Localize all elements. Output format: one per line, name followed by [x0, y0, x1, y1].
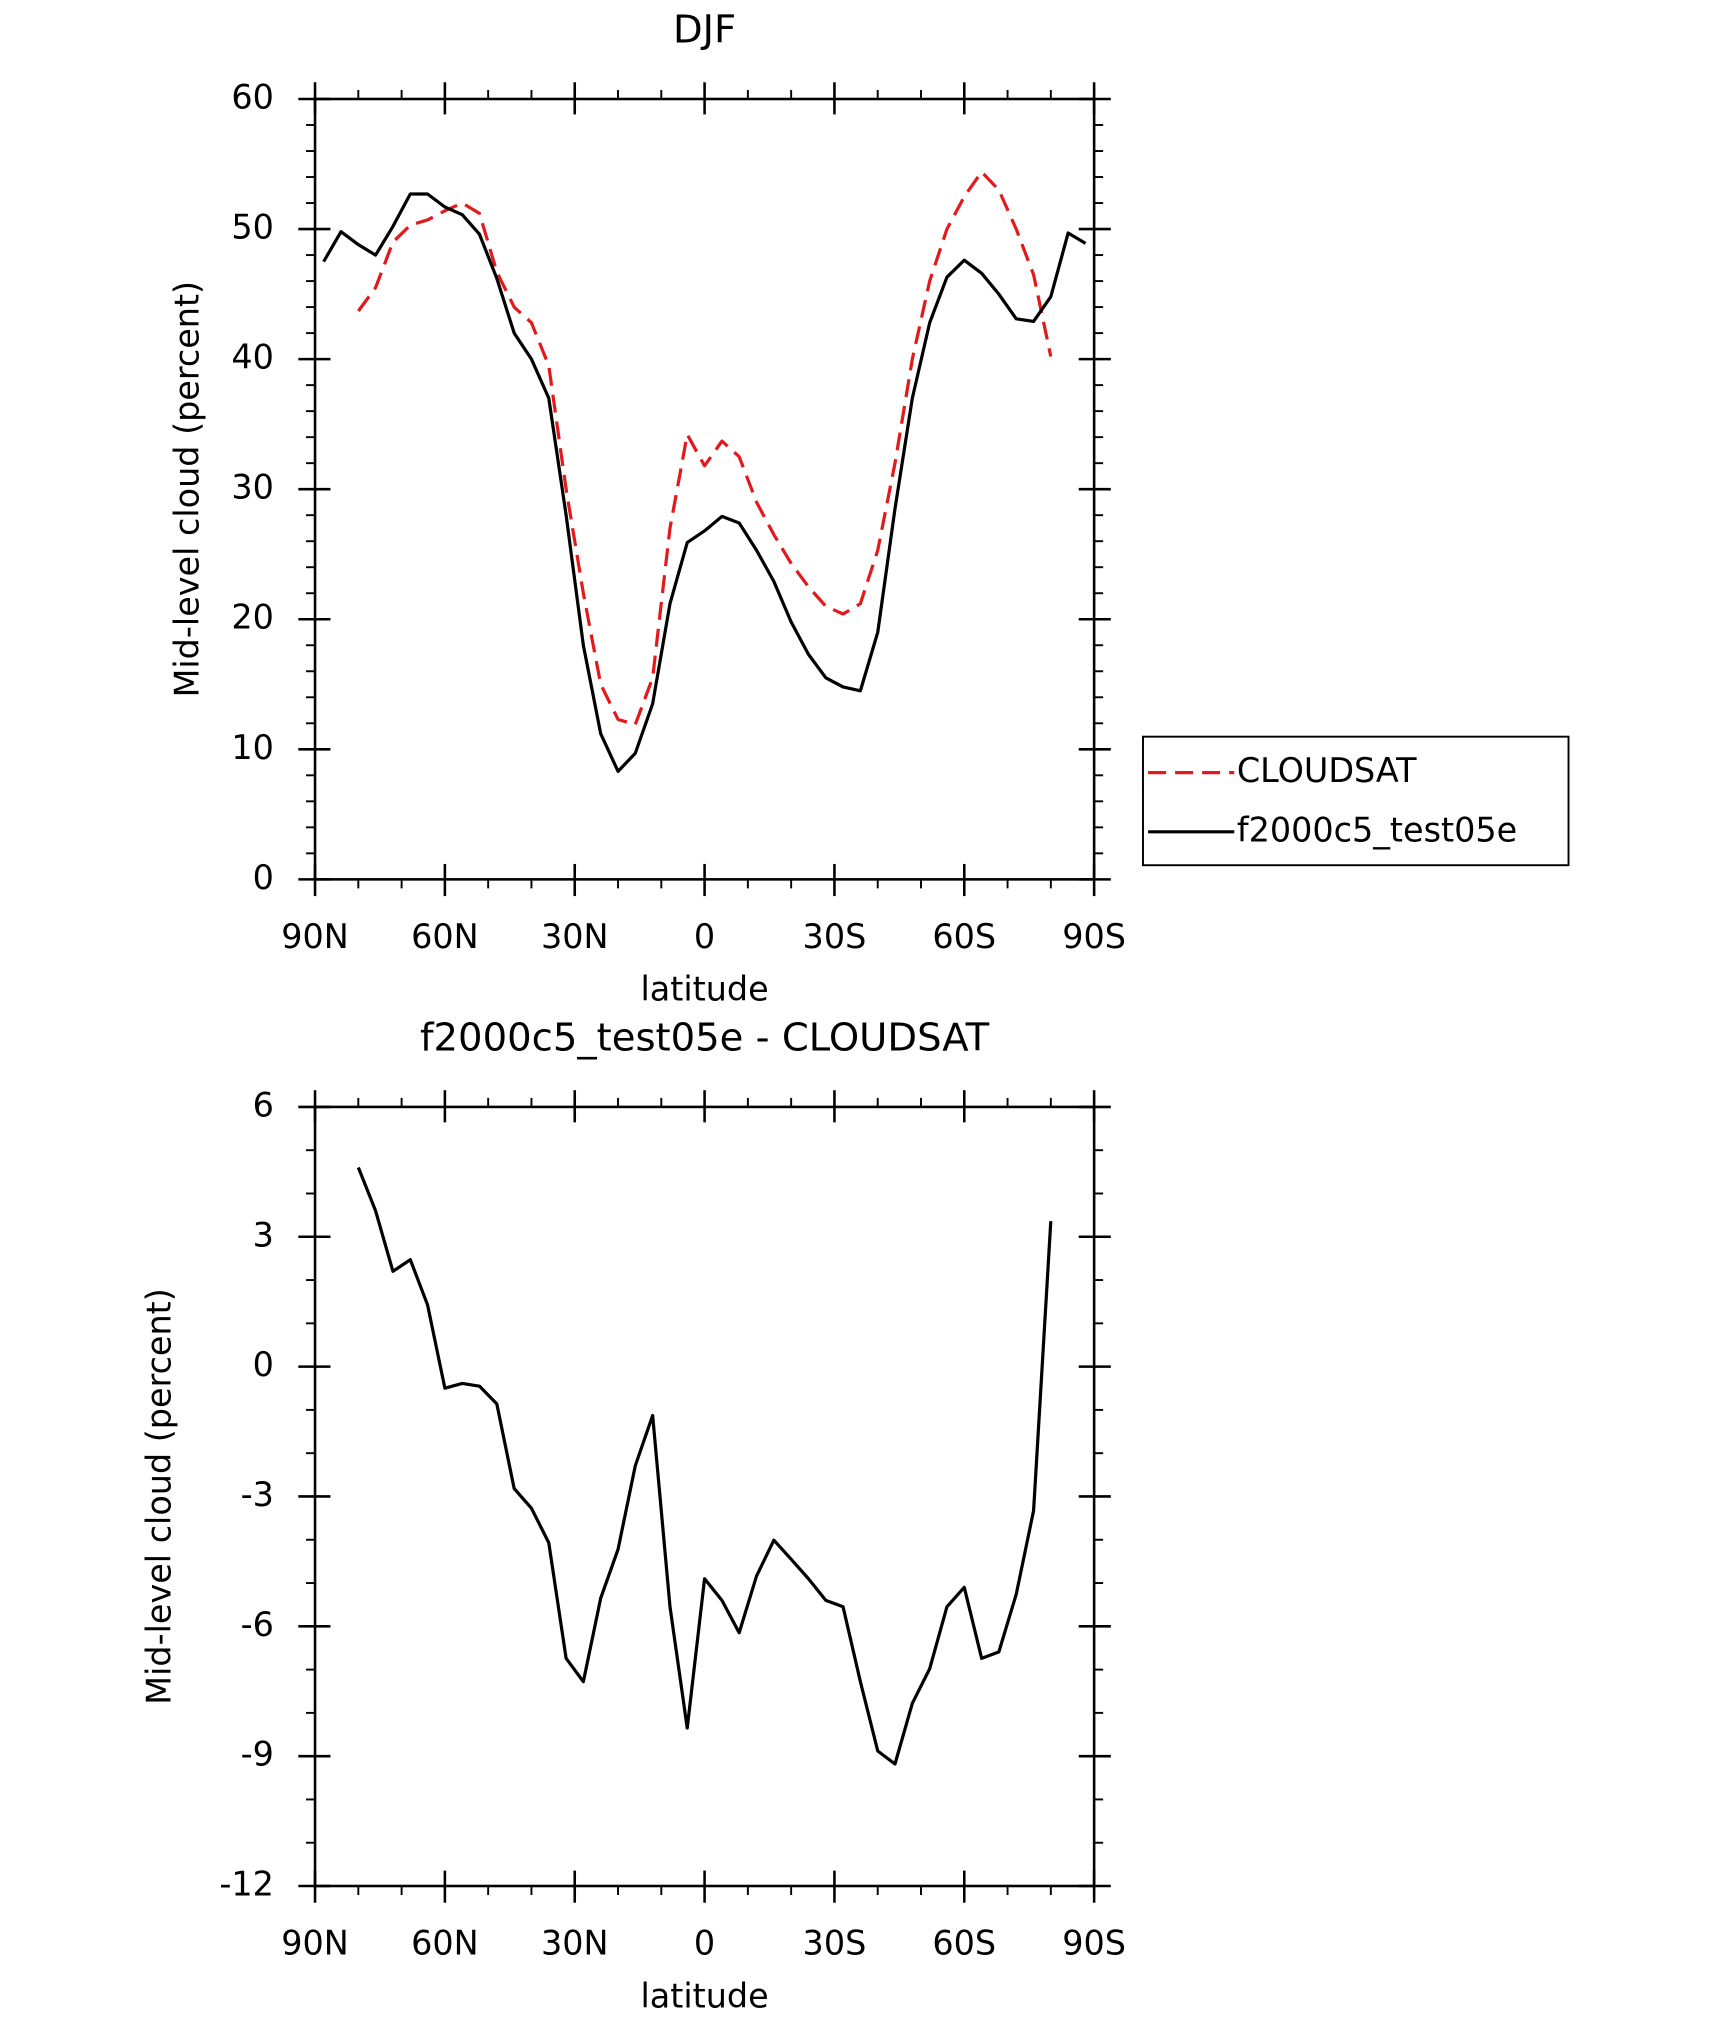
chart-title: f2000c5_test05e - CLOUDSAT: [420, 1016, 990, 1061]
data-line: [322, 192, 1087, 773]
x-axis-label: latitude: [640, 970, 768, 1009]
y-tick-label: -3: [241, 1475, 274, 1514]
x-tick-label: 30S: [803, 1924, 867, 1963]
data-line: [356, 1166, 1053, 1766]
x-tick-label: 60S: [932, 1924, 996, 1963]
plot-frame: [313, 1105, 1096, 1888]
y-tick-label: 0: [253, 858, 274, 897]
y-tick-label: 10: [231, 728, 274, 767]
chart-title: DJF: [673, 8, 736, 53]
y-axis-label: Mid-level cloud (percent): [139, 1288, 178, 1705]
y-tick-label: 6: [253, 1085, 274, 1124]
x-tick-label: 90S: [1062, 917, 1126, 956]
legend-label: CLOUDSAT: [1237, 751, 1417, 790]
legend-label: f2000c5_test05e: [1237, 810, 1517, 849]
x-tick-label: 60N: [411, 917, 479, 956]
x-tick-label: 30N: [541, 917, 609, 956]
y-tick-label: 3: [253, 1215, 274, 1254]
y-tick-label: 20: [231, 598, 274, 637]
y-tick-label: 0: [253, 1345, 274, 1384]
y-tick-label: -9: [241, 1735, 274, 1774]
data-line: [357, 170, 1053, 727]
x-tick-label: 90N: [281, 1924, 349, 1963]
x-tick-label: 30S: [803, 917, 867, 956]
y-tick-label: 40: [231, 338, 274, 377]
x-tick-label: 60S: [932, 917, 996, 956]
y-tick-label: 30: [231, 468, 274, 507]
x-axis-label: latitude: [640, 1976, 768, 2015]
x-tick-label: 90S: [1062, 1924, 1126, 1963]
y-tick-label: 60: [231, 77, 274, 116]
y-tick-label: -12: [219, 1865, 274, 1904]
y-tick-label: 50: [231, 208, 274, 247]
y-tick-label: -6: [241, 1605, 274, 1644]
x-tick-label: 90N: [281, 917, 349, 956]
x-tick-label: 30N: [541, 1924, 609, 1963]
legend-box: [1142, 735, 1570, 867]
y-axis-label: Mid-level cloud (percent): [168, 281, 207, 698]
x-tick-label: 0: [694, 1924, 715, 1963]
x-tick-label: 0: [694, 917, 715, 956]
x-tick-label: 60N: [411, 1924, 479, 1963]
